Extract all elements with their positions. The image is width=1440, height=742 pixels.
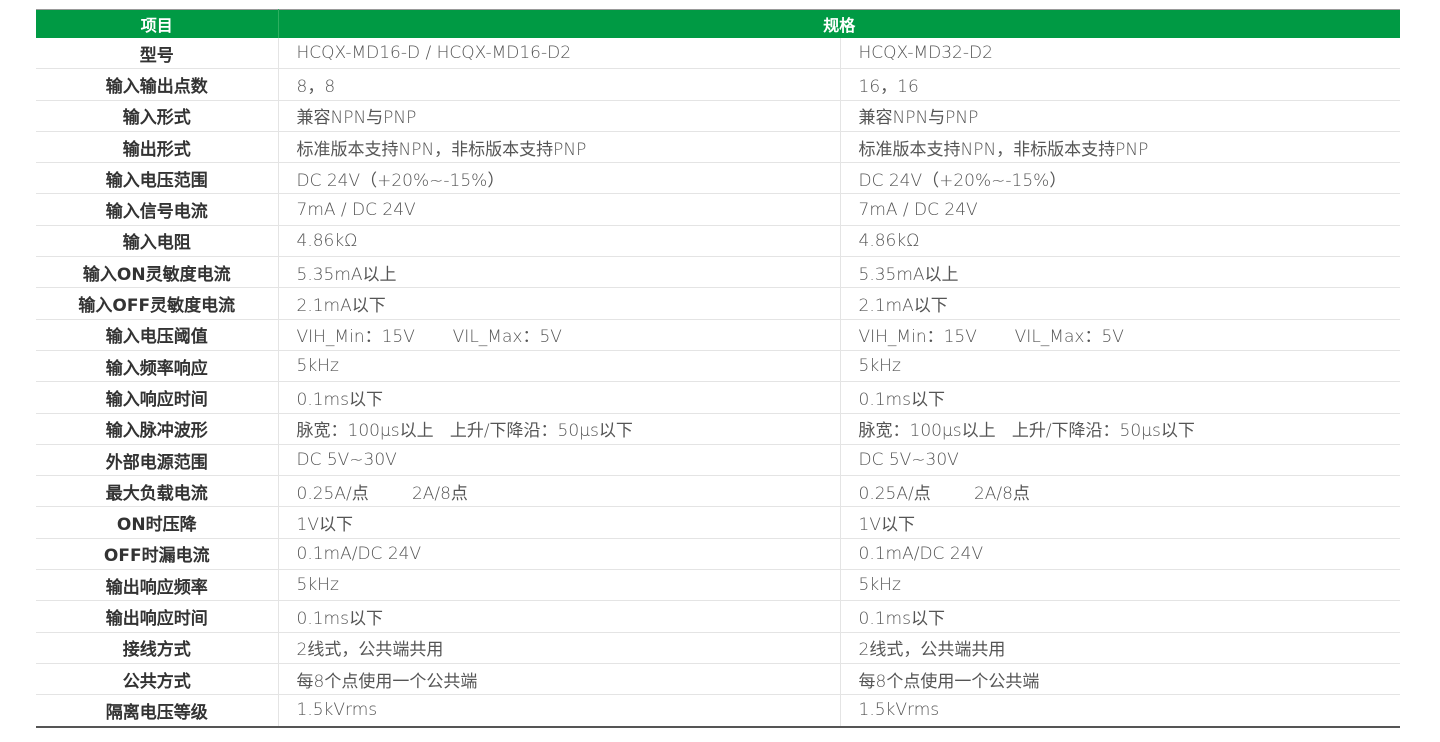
spec-md16: DC 24V（+20%~-15%） — [277, 162, 840, 195]
spec-md32: 16，16 — [839, 68, 1401, 101]
row-label: 接线方式 — [36, 632, 278, 664]
row-label: 隔离电压等级 — [36, 694, 278, 728]
spec-md32: 0.25A/点 2A/8点 — [839, 475, 1401, 508]
row-label: ON时压降 — [36, 506, 278, 539]
table-row: 输入ON灵敏度电流 5.35mA以上 5.35mA以上 — [36, 256, 1401, 289]
spec-md32: 5kHz — [839, 350, 1401, 383]
table-row: 输入响应时间 0.1ms以下 0.1ms以下 — [36, 381, 1401, 414]
table-row: 输入频率响应 5kHz 5kHz — [36, 350, 1401, 383]
spec-md32: 兼容NPN与PNP — [839, 100, 1401, 132]
spec-table: 项目 规格 型号 HCQX-MD16-D / HCQX-MD16-D2 HCQX-M… — [36, 9, 1401, 728]
spec-md16: 0.25A/点 2A/8点 — [277, 475, 840, 508]
row-label: 输入脉冲波形 — [36, 413, 278, 445]
spec-md32: 1V以下 — [839, 506, 1401, 539]
row-label: 最大负载电流 — [36, 475, 278, 508]
spec-md32: 0.1mA/DC 24V — [839, 538, 1401, 571]
spec-md16: VIH_Min：15V VIL_Max：5V — [277, 319, 840, 351]
row-label: 输入响应时间 — [36, 381, 278, 414]
row-label: 公共方式 — [36, 663, 278, 696]
row-label: 输出响应时间 — [36, 600, 278, 633]
spec-md32: 2.1mA以下 — [839, 287, 1401, 320]
table-row: 外部电源范围 DC 5V~30V DC 5V~30V — [36, 444, 1401, 477]
spec-md16: 8，8 — [277, 68, 840, 101]
spec-md16: 1V以下 — [277, 506, 840, 539]
table-row: 输出形式 标准版本支持NPN，非标版本支持PNP 标准版本支持NPN，非标版本支持P… — [36, 131, 1401, 164]
spec-md32: 标准版本支持NPN，非标版本支持PNP — [839, 131, 1401, 164]
row-label: OFF时漏电流 — [36, 538, 278, 571]
spec-md32: 0.1ms以下 — [839, 600, 1401, 633]
table-row: 输入电压范围 DC 24V（+20%~-15%） DC 24V（+20%~-15%） — [36, 162, 1401, 195]
spec-md16: 7mA / DC 24V — [277, 193, 840, 226]
table-row: OFF时漏电流 0.1mA/DC 24V 0.1mA/DC 24V — [36, 538, 1401, 571]
table-row: 公共方式 每8个点使用一个公共端 每8个点使用一个公共端 — [36, 663, 1401, 696]
row-label: 输入电压范围 — [36, 162, 278, 195]
row-label: 输出形式 — [36, 131, 278, 164]
row-label: 输入电压阈值 — [36, 319, 278, 351]
spec-md32: 5kHz — [839, 569, 1401, 602]
spec-md16: 5kHz — [277, 569, 840, 602]
spec-md16: 0.1mA/DC 24V — [277, 538, 840, 571]
spec-md32: VIH_Min：15V VIL_Max：5V — [839, 319, 1401, 351]
spec-md16: 5.35mA以上 — [277, 256, 840, 289]
row-label: 输入频率响应 — [36, 350, 278, 383]
spec-md32: 每8个点使用一个公共端 — [839, 663, 1401, 696]
table-row: 输入OFF灵敏度电流 2.1mA以下 2.1mA以下 — [36, 287, 1401, 320]
spec-md16: 0.1ms以下 — [277, 381, 840, 414]
spec-md16: 2.1mA以下 — [277, 287, 840, 320]
row-label: 输入形式 — [36, 100, 278, 132]
spec-md16: 脉宽：100μs以上 上升/下降沿：50μs以下 — [277, 413, 840, 445]
table-row: 输入信号电流 7mA / DC 24V 7mA / DC 24V — [36, 193, 1401, 226]
row-label: 外部电源范围 — [36, 444, 278, 477]
spec-md32: HCQX-MD32-D2 — [839, 38, 1401, 70]
header-item: 项目 — [36, 9, 278, 38]
spec-md32: DC 24V（+20%~-15%） — [839, 162, 1401, 195]
table-row: 最大负载电流 0.25A/点 2A/8点 0.25A/点 2A/8点 — [36, 475, 1401, 508]
header-spec: 规格 — [277, 9, 1401, 38]
spec-md16: 5kHz — [277, 350, 840, 383]
table-row: 输出响应时间 0.1ms以下 0.1ms以下 — [36, 600, 1401, 633]
spec-md32: DC 5V~30V — [839, 444, 1401, 477]
row-label: 输出响应频率 — [36, 569, 278, 602]
table-row: ON时压降 1V以下 1V以下 — [36, 506, 1401, 539]
spec-md32: 4.86kΩ — [839, 225, 1401, 258]
row-label: 输入OFF灵敏度电流 — [36, 287, 278, 320]
spec-md32: 1.5kVrms — [839, 694, 1401, 728]
row-label: 输入电阻 — [36, 225, 278, 258]
row-label: 输入输出点数 — [36, 68, 278, 101]
spec-md16: 2线式，公共端共用 — [277, 632, 840, 664]
spec-md16: HCQX-MD16-D / HCQX-MD16-D2 — [277, 38, 840, 70]
table-row: 输入输出点数 8，8 16，16 — [36, 68, 1401, 101]
spec-md32: 7mA / DC 24V — [839, 193, 1401, 226]
spec-md16: 兼容NPN与PNP — [277, 100, 840, 132]
row-label: 型号 — [36, 38, 278, 70]
spec-md16: 每8个点使用一个公共端 — [277, 663, 840, 696]
table-row: 输入电阻 4.86kΩ 4.86kΩ — [36, 225, 1401, 258]
spec-md16: 标准版本支持NPN，非标版本支持PNP — [277, 131, 840, 164]
spec-md32: 5.35mA以上 — [839, 256, 1401, 289]
table-row: 输出响应频率 5kHz 5kHz — [36, 569, 1401, 602]
spec-md16: 0.1ms以下 — [277, 600, 840, 633]
spec-md32: 2线式，公共端共用 — [839, 632, 1401, 664]
spec-md32: 0.1ms以下 — [839, 381, 1401, 414]
table-row: 输入脉冲波形 脉宽：100μs以上 上升/下降沿：50μs以下 脉宽：100μs以上… — [36, 413, 1401, 445]
spec-md16: 4.86kΩ — [277, 225, 840, 258]
spec-md16: 1.5kVrms — [277, 694, 840, 728]
table-row: 输入形式 兼容NPN与PNP 兼容NPN与PNP — [36, 100, 1401, 132]
row-label: 输入ON灵敏度电流 — [36, 256, 278, 289]
table-row: 接线方式 2线式，公共端共用 2线式，公共端共用 — [36, 632, 1401, 664]
spec-md16: DC 5V~30V — [277, 444, 840, 477]
table-header: 项目 规格 — [36, 9, 1401, 38]
spec-md32: 脉宽：100μs以上 上升/下降沿：50μs以下 — [839, 413, 1401, 445]
table-row: 输入电压阈值 VIH_Min：15V VIL_Max：5V VIH_Min：15V … — [36, 319, 1401, 351]
table-row: 隔离电压等级 1.5kVrms 1.5kVrms — [36, 694, 1401, 728]
row-label: 输入信号电流 — [36, 193, 278, 226]
table-row: 型号 HCQX-MD16-D / HCQX-MD16-D2 HCQX-MD32-D2 — [36, 38, 1401, 70]
